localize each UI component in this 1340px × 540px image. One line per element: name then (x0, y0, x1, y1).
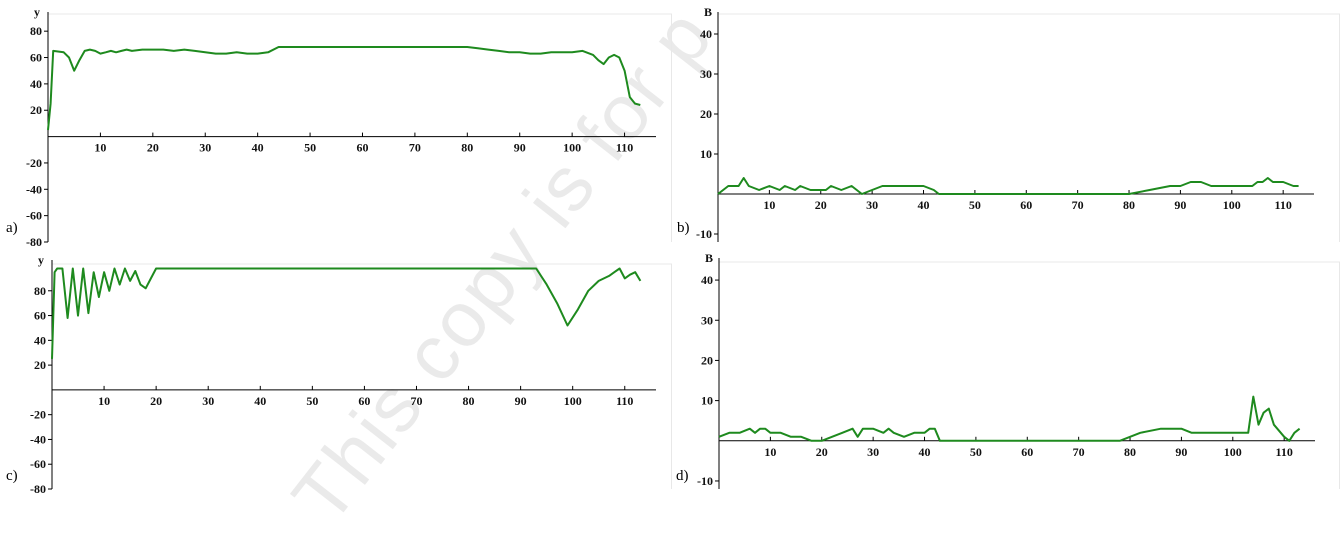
x-tick-label: 90 (515, 394, 527, 408)
x-tick-label: 100 (564, 394, 582, 408)
x-tick-label: 70 (409, 141, 421, 155)
y-tick-label: -20 (26, 156, 42, 170)
x-tick-label: 60 (358, 394, 370, 408)
y-tick-label: 30 (701, 313, 713, 327)
series-line (718, 395, 1301, 442)
panel-letter: a) (6, 220, 18, 236)
x-tick-label: 110 (1275, 198, 1292, 212)
x-tick-label: 100 (563, 141, 581, 155)
x-tick-label: 80 (461, 141, 473, 155)
x-tick-label: 10 (764, 445, 776, 459)
panel-letter: c) (6, 468, 18, 484)
y-axis-name: B (704, 5, 712, 19)
y-tick-label: -40 (30, 432, 46, 446)
y-tick-label: 40 (700, 27, 712, 41)
x-tick-label: 40 (252, 141, 264, 155)
x-tick-label: 90 (1174, 198, 1186, 212)
x-tick-label: 110 (1276, 445, 1293, 459)
x-tick-label: 70 (1073, 445, 1085, 459)
y-axis-name: B (705, 251, 713, 265)
y-axis-name: y (38, 253, 44, 267)
chart-panel-d: B 40 30 20 10 -10 10 20 30 40 50 60 70 80 90 100 110 d) (672, 246, 1340, 489)
y-tick-label: 40 (30, 77, 42, 91)
series-line (47, 46, 641, 131)
y-tick-label: -10 (696, 227, 712, 241)
y-tick-label: 20 (34, 358, 46, 372)
y-tick-label: 10 (700, 147, 712, 161)
x-tick-label: 80 (463, 394, 475, 408)
x-tick-label: 30 (867, 445, 879, 459)
chart-a-svg: y 80 60 40 20 -20 -40 -60 -80 10 20 30 40 50 60 70 80 90 1… (26, 5, 672, 249)
series-line (717, 177, 1299, 195)
x-tick-label: 100 (1224, 445, 1242, 459)
y-tick-label: 30 (700, 67, 712, 81)
x-tick-label: 70 (1072, 198, 1084, 212)
panel-letter: d) (676, 468, 689, 484)
x-tick-label: 110 (616, 394, 633, 408)
y-tick-label: 20 (30, 103, 42, 117)
y-tick-label: -80 (30, 482, 46, 496)
x-tick-label: 50 (969, 198, 981, 212)
y-tick-label: 40 (701, 273, 713, 287)
y-tick-label: -20 (30, 408, 46, 422)
y-tick-label: 20 (701, 353, 713, 367)
x-tick-label: 50 (304, 141, 316, 155)
y-tick-label: -80 (26, 235, 42, 249)
chart-d-svg: B 40 30 20 10 -10 10 20 30 40 50 60 70 80 90 100 110 (697, 251, 1340, 489)
chart-panel-c: y 80 60 40 20 -20 -40 -60 -80 10 20 30 40 50 60 70 80 90 1… (0, 246, 672, 496)
x-tick-label: 40 (254, 394, 266, 408)
x-tick-label: 110 (616, 141, 633, 155)
x-tick-label: 80 (1123, 198, 1135, 212)
series-line (51, 267, 642, 359)
y-tick-label: -10 (697, 474, 713, 488)
x-tick-label: 90 (1175, 445, 1187, 459)
y-tick-label: 80 (34, 284, 46, 298)
x-tick-label: 10 (94, 141, 106, 155)
x-tick-label: 90 (514, 141, 526, 155)
chart-c-svg: y 80 60 40 20 -20 -40 -60 -80 10 20 30 40 50 60 70 80 90 1… (30, 253, 672, 496)
x-tick-label: 10 (763, 198, 775, 212)
chart-panel-a: y 80 60 40 20 -20 -40 -60 -80 10 20 30 40 50 60 70 80 90 1… (0, 2, 672, 249)
x-tick-label: 40 (919, 445, 931, 459)
y-tick-label: 80 (30, 24, 42, 38)
panel-letter: b) (677, 220, 690, 236)
x-tick-label: 60 (356, 141, 368, 155)
x-tick-label: 100 (1223, 198, 1241, 212)
x-tick-label: 80 (1124, 445, 1136, 459)
x-tick-label: 50 (306, 394, 318, 408)
y-tick-label: 40 (34, 333, 46, 347)
y-tick-label: 10 (701, 394, 713, 408)
x-tick-label: 30 (866, 198, 878, 212)
x-tick-label: 60 (1021, 445, 1033, 459)
x-tick-label: 20 (147, 141, 159, 155)
x-tick-label: 50 (970, 445, 982, 459)
x-tick-label: 10 (98, 394, 110, 408)
x-tick-label: 30 (199, 141, 211, 155)
y-tick-label: -60 (26, 209, 42, 223)
x-tick-label: 20 (150, 394, 162, 408)
x-tick-label: 30 (202, 394, 214, 408)
x-tick-label: 40 (918, 198, 930, 212)
chart-b-svg: B 40 30 20 10 -10 10 20 30 40 50 60 70 80 90 100 110 (696, 5, 1340, 242)
x-tick-label: 20 (815, 198, 827, 212)
x-tick-label: 20 (816, 445, 828, 459)
y-tick-label: 60 (34, 309, 46, 323)
y-tick-label: 20 (700, 107, 712, 121)
chart-panel-b: B 40 30 20 10 -10 10 20 30 40 50 60 70 80 90 100 110 b) (672, 2, 1340, 242)
y-tick-label: 60 (30, 51, 42, 65)
y-axis-name: y (34, 5, 40, 19)
y-tick-label: -60 (30, 457, 46, 471)
x-tick-label: 60 (1020, 198, 1032, 212)
y-tick-label: -40 (26, 182, 42, 196)
x-tick-label: 70 (410, 394, 422, 408)
